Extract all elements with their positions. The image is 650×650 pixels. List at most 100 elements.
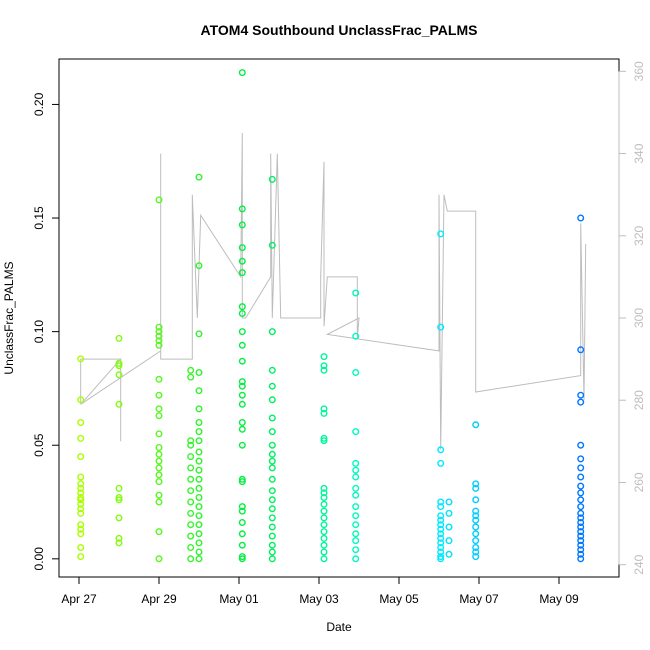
data-point: [195, 437, 203, 445]
data-point: [238, 391, 246, 399]
data-point: [320, 434, 328, 442]
x-axis-label: Date: [326, 620, 352, 634]
data-point: [320, 500, 328, 508]
data-point: [437, 503, 445, 511]
data-point: [320, 366, 328, 374]
data-point: [577, 391, 585, 399]
data-point: [437, 230, 445, 238]
y-tick-label: 0.05: [32, 433, 46, 457]
data-point: [268, 366, 276, 374]
data-point: [187, 366, 195, 374]
data-point: [155, 478, 163, 486]
data-point: [195, 548, 203, 556]
y2-tick-label: 300: [632, 308, 646, 328]
data-point: [155, 464, 163, 472]
data-point: [238, 303, 246, 311]
data-point: [320, 362, 328, 370]
data-point: [238, 357, 246, 365]
data-point: [155, 498, 163, 506]
data-point: [238, 507, 246, 515]
data-point: [352, 512, 360, 520]
data-point: [472, 421, 480, 429]
secondary-y-axis: 240 260 280 300 320 340 360: [618, 61, 646, 575]
data-point: [238, 257, 246, 265]
data-point: [320, 548, 328, 556]
x-axis: Apr 27 Apr 29 May 01 May 03 May 05 May 07 May …: [61, 576, 579, 606]
data-point: [115, 496, 123, 504]
data-point: [195, 173, 203, 181]
data-point: [115, 371, 123, 379]
data-point: [77, 544, 85, 552]
data-point: [268, 396, 276, 404]
data-point: [472, 507, 480, 515]
data-point: [437, 446, 445, 454]
y2-tick-label: 360: [632, 61, 646, 81]
data-point: [268, 457, 276, 465]
data-point: [577, 528, 585, 536]
data-point: [195, 405, 203, 413]
data-point: [268, 450, 276, 458]
data-point: [352, 332, 360, 340]
data-point: [187, 555, 195, 563]
data-point: [187, 437, 195, 445]
data-point: [195, 448, 203, 456]
data-point: [238, 530, 246, 538]
data-point: [320, 405, 328, 413]
data-point: [238, 478, 246, 486]
data-point: [445, 498, 453, 506]
data-point: [238, 441, 246, 449]
y-tick-label: 0.00: [32, 547, 46, 571]
data-point: [238, 310, 246, 318]
data-point: [472, 484, 480, 492]
data-point: [238, 555, 246, 563]
data-point: [238, 400, 246, 408]
data-point: [77, 355, 85, 363]
data-point: [77, 494, 85, 502]
y-tick-label: 0.20: [32, 92, 46, 116]
data-point: [320, 521, 328, 529]
data-point: [320, 507, 328, 515]
data-point: [352, 546, 360, 554]
x-tick-label: May 01: [219, 592, 259, 606]
data-point: [268, 514, 276, 522]
data-point: [268, 382, 276, 390]
data-point: [238, 205, 246, 213]
data-point: [195, 484, 203, 492]
data-point: [187, 373, 195, 381]
data-point: [352, 484, 360, 492]
data-point: [155, 405, 163, 413]
data-point: [437, 498, 445, 506]
data-point: [472, 496, 480, 504]
data-point: [195, 521, 203, 529]
data-point: [437, 544, 445, 552]
data-point: [445, 523, 453, 531]
data-point: [238, 553, 246, 561]
data-point: [77, 419, 85, 427]
data-point: [155, 332, 163, 340]
data-point: [195, 530, 203, 538]
data-point: [238, 269, 246, 277]
data-point: [268, 241, 276, 249]
data-point: [268, 548, 276, 556]
data-point: [155, 555, 163, 563]
data-points-layer: [77, 69, 585, 563]
data-point: [187, 441, 195, 449]
y2-tick-label: 320: [632, 225, 646, 245]
data-point: [268, 532, 276, 540]
data-point: [320, 353, 328, 361]
data-point: [77, 496, 85, 504]
data-point: [115, 539, 123, 547]
data-point: [155, 337, 163, 345]
data-point: [187, 464, 195, 472]
data-point: [320, 534, 328, 542]
data-point: [577, 537, 585, 545]
data-point: [238, 382, 246, 390]
data-point: [238, 519, 246, 527]
data-point: [187, 487, 195, 495]
data-point: [195, 539, 203, 547]
data-point: [155, 375, 163, 383]
data-point: [155, 323, 163, 331]
data-point: [195, 428, 203, 436]
data-point: [352, 491, 360, 499]
data-point: [352, 473, 360, 481]
